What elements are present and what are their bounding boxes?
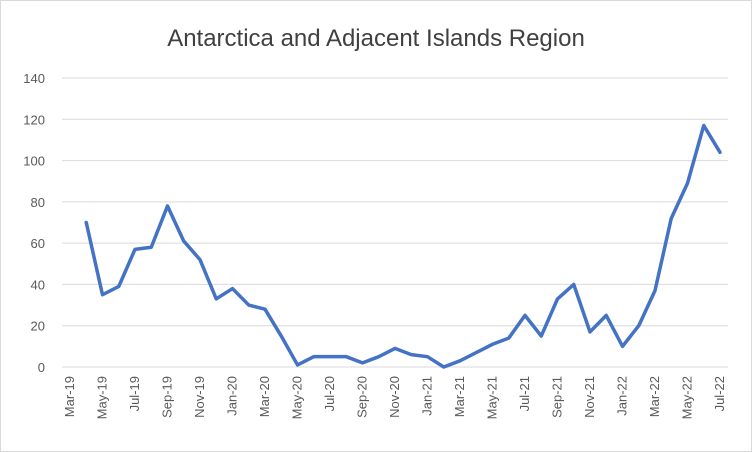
x-tick-label: Nov-21 xyxy=(582,376,597,418)
x-tick-label: Mar-21 xyxy=(452,376,467,417)
y-tick-label: 100 xyxy=(23,154,45,169)
x-tick-label: May-20 xyxy=(290,376,305,419)
x-tick-label: May-19 xyxy=(95,376,110,419)
y-tick-label: 40 xyxy=(31,277,45,292)
x-tick-label: Mar-22 xyxy=(647,376,662,417)
x-tick-label: Jul-21 xyxy=(517,376,532,411)
x-tick-label: Jan-22 xyxy=(615,376,630,416)
data-line xyxy=(84,123,722,369)
x-tick-label: Mar-20 xyxy=(257,376,272,417)
y-tick-label: 60 xyxy=(31,236,45,251)
x-tick-label: Jul-19 xyxy=(127,376,142,411)
chart-title: Antarctica and Adjacent Islands Region xyxy=(167,25,585,52)
x-tick-label: Jan-20 xyxy=(225,376,240,416)
y-tick-label: 20 xyxy=(31,319,45,334)
x-tick-label: May-22 xyxy=(680,376,695,419)
y-tick-label: 140 xyxy=(23,71,45,86)
x-tick-label: Nov-19 xyxy=(192,376,207,418)
x-tick-label: Jan-21 xyxy=(420,376,435,416)
x-tick-label: Sep-19 xyxy=(160,376,175,418)
x-tick-label: May-21 xyxy=(485,376,500,419)
y-tick-label: 0 xyxy=(38,360,45,375)
y-tick-label: 120 xyxy=(23,112,45,127)
x-tick-label: Sep-20 xyxy=(355,376,370,418)
x-tick-label: Jul-22 xyxy=(712,376,727,411)
x-tick-label: Sep-21 xyxy=(550,376,565,418)
x-tick-label: Nov-20 xyxy=(387,376,402,418)
x-tick-label: Jul-20 xyxy=(322,376,337,411)
x-tick-label: Mar-19 xyxy=(62,376,77,417)
y-tick-label: 80 xyxy=(31,195,45,210)
